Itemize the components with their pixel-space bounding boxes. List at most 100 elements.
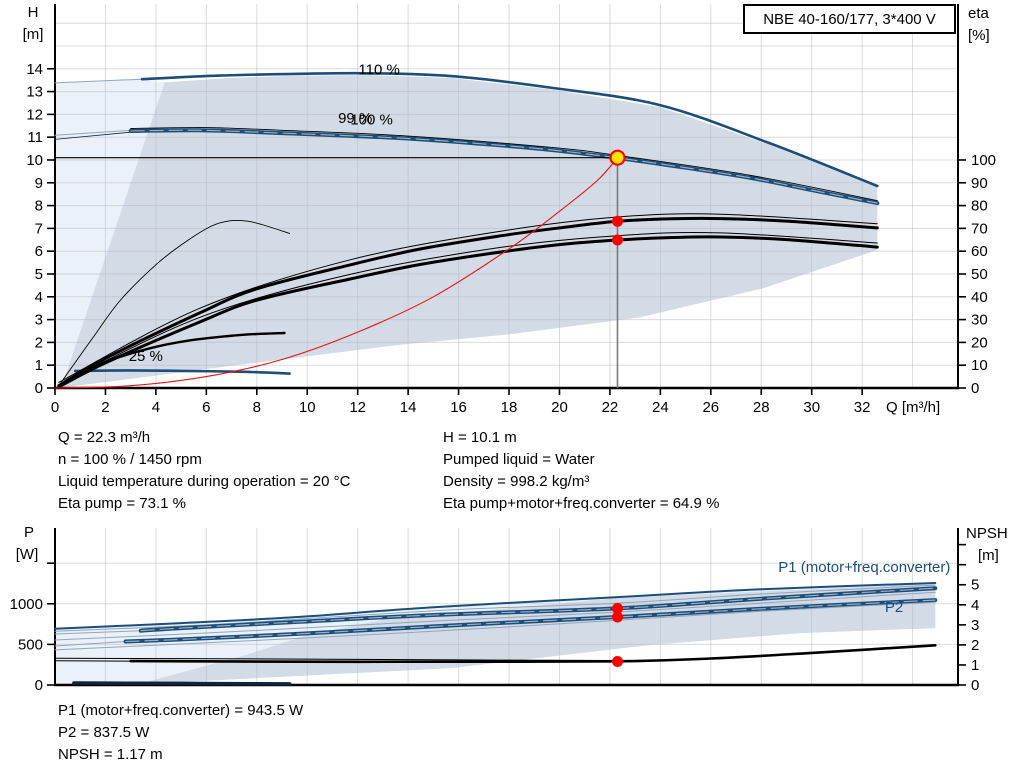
- info-line: Q = 22.3 m³/h: [58, 429, 151, 446]
- right-tick-label: 70: [971, 220, 988, 237]
- right-tick-label: 80: [971, 198, 988, 215]
- right-tick-label: 100: [971, 152, 996, 169]
- x-tick-label: 10: [299, 399, 316, 416]
- right-tick-label: 0: [971, 380, 979, 397]
- speed-100-leadin-a: [54, 129, 132, 136]
- p1-leadin: [54, 630, 142, 635]
- system-curve: [54, 157, 619, 389]
- info-line: Pumped liquid = Water: [443, 451, 595, 468]
- info-line: Density = 998.2 kg/m³: [443, 473, 590, 490]
- left-tick-label: 5: [35, 266, 43, 283]
- eta-pump-point: [612, 215, 623, 227]
- left-tick-label: 1000: [10, 596, 43, 613]
- x-tick-label: 18: [501, 399, 518, 416]
- right-tick-label: 3: [971, 617, 979, 634]
- speed-25-curve: [73, 369, 291, 375]
- info-line: P1 (motor+freq.converter) = 943.5 W: [58, 702, 304, 719]
- left-tick-label: 13: [26, 84, 43, 101]
- h-axis-unit: [m]: [23, 26, 44, 43]
- p-axis-unit: [W]: [16, 546, 39, 563]
- eta-pump-thin-curve: [58, 213, 878, 383]
- speed-110-curve: [140, 71, 879, 188]
- info-line: n = 100 % / 1450 rpm: [58, 451, 202, 468]
- info-line: Eta pump+motor+freq.converter = 64.9 %: [443, 495, 720, 512]
- eta-pump-curve: [57, 216, 879, 388]
- x-tick-label: 8: [253, 399, 261, 416]
- x-tick-label: 2: [101, 399, 109, 416]
- curve-label: 99 %: [338, 110, 372, 127]
- eta-axis-title: eta: [968, 5, 990, 22]
- p1-curve-core-highlight: [140, 587, 936, 632]
- eta-lowspeed-curve: [74, 331, 286, 377]
- p2-leadin: [54, 641, 127, 647]
- p-25-segment: [72, 681, 292, 686]
- left-tick-label: 2: [35, 334, 43, 351]
- left-tick-label: 4: [35, 289, 43, 306]
- curve-label: 25 %: [129, 348, 163, 365]
- pump-title-box: NBE 40-160/177, 3*400 V: [743, 4, 956, 34]
- x-tick-label: 32: [854, 399, 871, 416]
- right-tick-label: 50: [971, 266, 988, 283]
- x-tick-label: 22: [602, 399, 619, 416]
- x-tick-label: 6: [202, 399, 210, 416]
- x-tick-label: 24: [652, 399, 669, 416]
- duty-point[interactable]: [609, 149, 626, 166]
- info-line: Eta pump = 73.1 %: [58, 495, 186, 512]
- right-tick-label: 20: [971, 334, 988, 351]
- p2-point: [612, 611, 623, 623]
- right-tick-label: 2: [971, 637, 979, 654]
- p2-thin-mid-curve: [54, 591, 936, 641]
- left-tick-label: 8: [35, 198, 43, 215]
- x-tick-label: 0: [51, 399, 59, 416]
- left-tick-label: 9: [35, 175, 43, 192]
- left-tick-label: 11: [27, 129, 43, 146]
- npsh-curve: [129, 644, 937, 664]
- envelope-pale: [55, 79, 165, 388]
- p2-thin-low-curve: [54, 601, 936, 651]
- eta-total-thin-curve: [58, 231, 878, 386]
- curve-label: P2: [885, 599, 903, 616]
- right-tick-label: 30: [971, 312, 988, 329]
- info-line: P2 = 837.5 W: [58, 724, 150, 741]
- right-tick-label: 5: [971, 577, 979, 594]
- eta-total-point: [612, 234, 623, 246]
- x-tick-label: 4: [152, 399, 160, 416]
- curve-label: 110 %: [358, 62, 399, 79]
- x-tick-label: 30: [803, 399, 820, 416]
- x-tick-label: 16: [450, 399, 467, 416]
- npsh-axis-unit: [m]: [978, 547, 999, 564]
- curve-label: P1 (motor+freq.converter): [778, 559, 950, 576]
- right-tick-label: 0: [971, 677, 979, 694]
- p1-point: [612, 602, 623, 614]
- envelope-gray: [61, 75, 878, 388]
- x-tick-label: 28: [753, 399, 770, 416]
- left-tick-label: 12: [26, 106, 43, 123]
- pump-title: NBE 40-160/177, 3*400 V: [763, 10, 936, 28]
- left-tick-label: 1: [35, 357, 43, 374]
- power-info: P1 (motor+freq.converter) = 943.5 W P2 = …: [58, 700, 303, 766]
- speed-99-curve: [130, 127, 878, 202]
- x-tick-label: 26: [702, 399, 719, 416]
- right-tick-label: 4: [971, 597, 979, 614]
- curve-label: 100 %: [350, 112, 393, 129]
- q-axis-title: Q [m³/h]: [886, 399, 940, 416]
- eta-axis-unit: [%]: [968, 27, 990, 44]
- x-tick-label: 20: [551, 399, 568, 416]
- h-axis-title: H: [28, 4, 39, 21]
- left-tick-label: 14: [26, 61, 43, 78]
- duty-info-left: Q = 22.3 m³/h n = 100 % / 1450 rpm Liquid …: [58, 427, 350, 515]
- left-tick-label: 0: [35, 677, 43, 694]
- x-tick-label: 14: [400, 399, 417, 416]
- info-line: H = 10.1 m: [443, 429, 517, 446]
- eta-lowspeed-thin-curve: [58, 219, 291, 387]
- left-tick-label: 6: [35, 243, 43, 260]
- npsh-axis-title: NPSH: [966, 525, 1008, 542]
- speed-100-curve-core-highlight: [130, 129, 878, 204]
- right-tick-label: 90: [971, 175, 988, 192]
- right-tick-label: 10: [971, 357, 988, 374]
- left-tick-label: 3: [35, 312, 43, 329]
- npsh-point: [612, 656, 623, 667]
- info-line: Liquid temperature during operation = 20…: [58, 473, 351, 490]
- duty-info-right: H = 10.1 m Pumped liquid = Water Density =…: [443, 427, 719, 515]
